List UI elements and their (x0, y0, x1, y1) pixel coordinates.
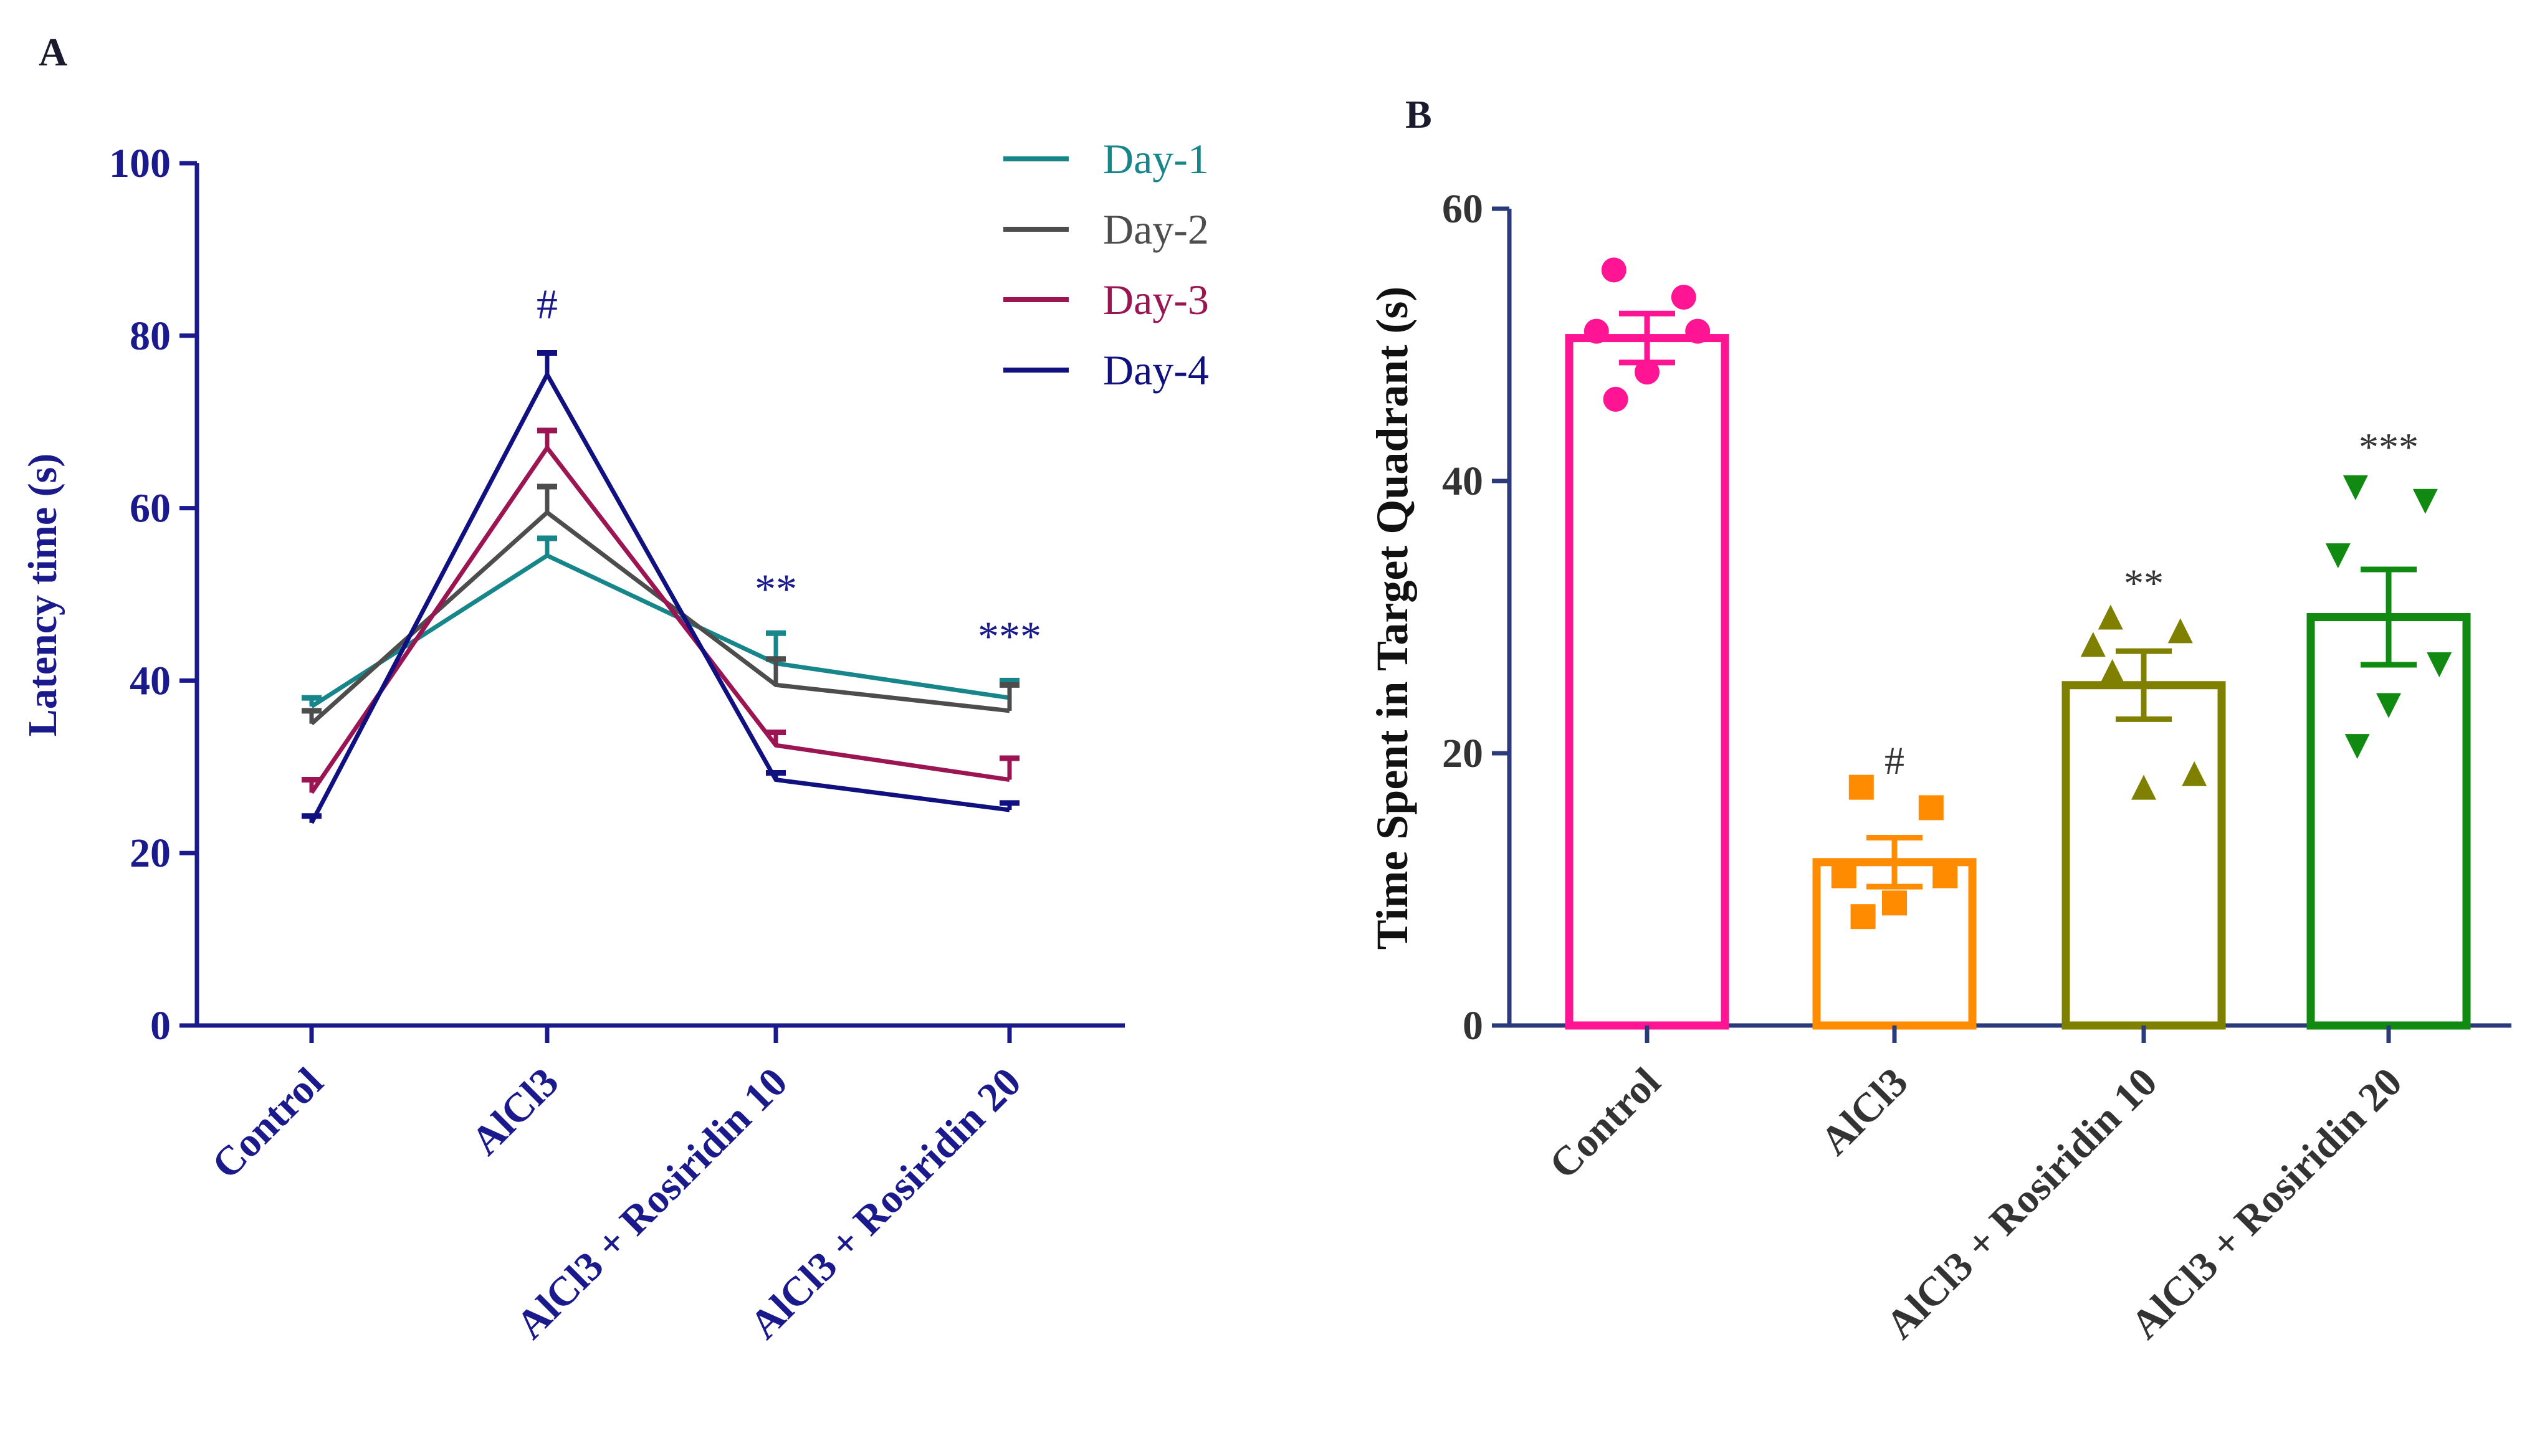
data-point (2099, 659, 2125, 684)
line-chart-latency: Latency time (s) 0 20 40 60 80 100 Control AlC… (20, 135, 1209, 1348)
data-point (2412, 488, 2438, 514)
annotation-label: ** (755, 565, 797, 612)
panel-label-b: B (1405, 92, 1432, 136)
annotation-label: *** (978, 612, 1041, 660)
data-point (2182, 761, 2207, 786)
x-tick-label: Control (203, 1059, 332, 1187)
y-tick-label: 60 (130, 486, 171, 531)
data-point (1882, 890, 1907, 916)
y-tick-label: 0 (150, 1003, 171, 1049)
series-lines (302, 350, 1020, 824)
y-tick-label: 20 (1442, 731, 1483, 776)
data-point (2427, 652, 2452, 677)
data-point (1918, 795, 1944, 821)
axes (194, 163, 1125, 1028)
bar-group-alcl3-rosiridin-20 (2306, 475, 2471, 1030)
series-day-4 (302, 350, 1020, 824)
bar (2061, 681, 2226, 1030)
annotation-label: # (537, 280, 558, 328)
series-line (309, 369, 1010, 824)
data-point (2343, 475, 2368, 500)
y-tick-label: 100 (109, 141, 171, 186)
series-line (310, 553, 1010, 708)
y-tick-label: 0 (1463, 1003, 1483, 1049)
significance-annotations: #***** (1884, 425, 2419, 783)
y-axis-label: Time Spent in Target Quadrant (s) (1367, 287, 1417, 950)
data-point (1671, 285, 1696, 310)
legend-label: Day-1 (1103, 135, 1209, 183)
y-tick-label: 40 (1442, 459, 1483, 504)
data-point (1932, 863, 1958, 888)
data-point (1603, 386, 1628, 412)
bar-group-alcl3-rosiridin-10 (2061, 604, 2226, 1030)
data-point (2080, 632, 2106, 657)
bar-group-control (1565, 257, 1729, 1030)
data-point (2167, 618, 2193, 644)
series-day-1 (302, 535, 1020, 708)
significance-annotations: #***** (537, 280, 1041, 660)
bars (1565, 257, 2471, 1030)
legend: Day-1 Day-2 Day-3 Day-4 (1003, 135, 1209, 394)
data-point (1601, 257, 1626, 283)
data-point (2376, 693, 2401, 718)
series-day-3 (302, 427, 1020, 794)
data-point (2325, 543, 2351, 569)
x-tick-label: Control (1540, 1059, 1669, 1187)
bar-chart-target-quadrant: Time Spent in Target Quadrant (s) 0 20 40 6… (1367, 186, 2511, 1348)
x-tick-label: AlCl3 (462, 1059, 567, 1164)
legend-label: Day-4 (1103, 346, 1209, 394)
legend-label: Day-3 (1103, 276, 1209, 323)
data-point (1848, 774, 1874, 800)
data-point (2344, 734, 2370, 759)
data-point (1831, 863, 1856, 888)
y-axis-label: Latency time (s) (20, 454, 65, 737)
x-tick-label: AlCl3 + Rosiridin 10 (1877, 1059, 2166, 1348)
x-tick-label: AlCl3 + Rosiridin 20 (2122, 1059, 2410, 1348)
data-point (1685, 318, 1711, 344)
series-line (310, 444, 1010, 794)
data-point (1850, 904, 1876, 930)
y-tick-label: 40 (130, 658, 171, 703)
legend-label: Day-2 (1103, 206, 1209, 253)
y-ticks: 0 20 40 60 (1442, 186, 1509, 1049)
y-tick-label: 80 (130, 313, 171, 359)
y-tick-label: 20 (130, 830, 171, 876)
panel-label-a: A (39, 30, 67, 74)
annotation-label: ** (2124, 561, 2164, 606)
annotation-label: *** (2359, 425, 2419, 469)
bar-group-alcl3 (1812, 774, 1977, 1030)
annotation-label: # (1884, 738, 1904, 783)
data-point (2131, 774, 2156, 800)
y-tick-label: 60 (1442, 186, 1483, 232)
series-line (310, 509, 1010, 726)
data-point (2098, 604, 2123, 630)
series-day-2 (302, 483, 1020, 726)
data-point (1635, 359, 1660, 385)
x-tick-label: AlCl3 (1812, 1059, 1916, 1164)
bar (1565, 334, 1729, 1030)
data-point (1583, 318, 1609, 344)
y-ticks: 0 20 40 60 80 100 (109, 141, 197, 1049)
bar (2306, 613, 2471, 1030)
